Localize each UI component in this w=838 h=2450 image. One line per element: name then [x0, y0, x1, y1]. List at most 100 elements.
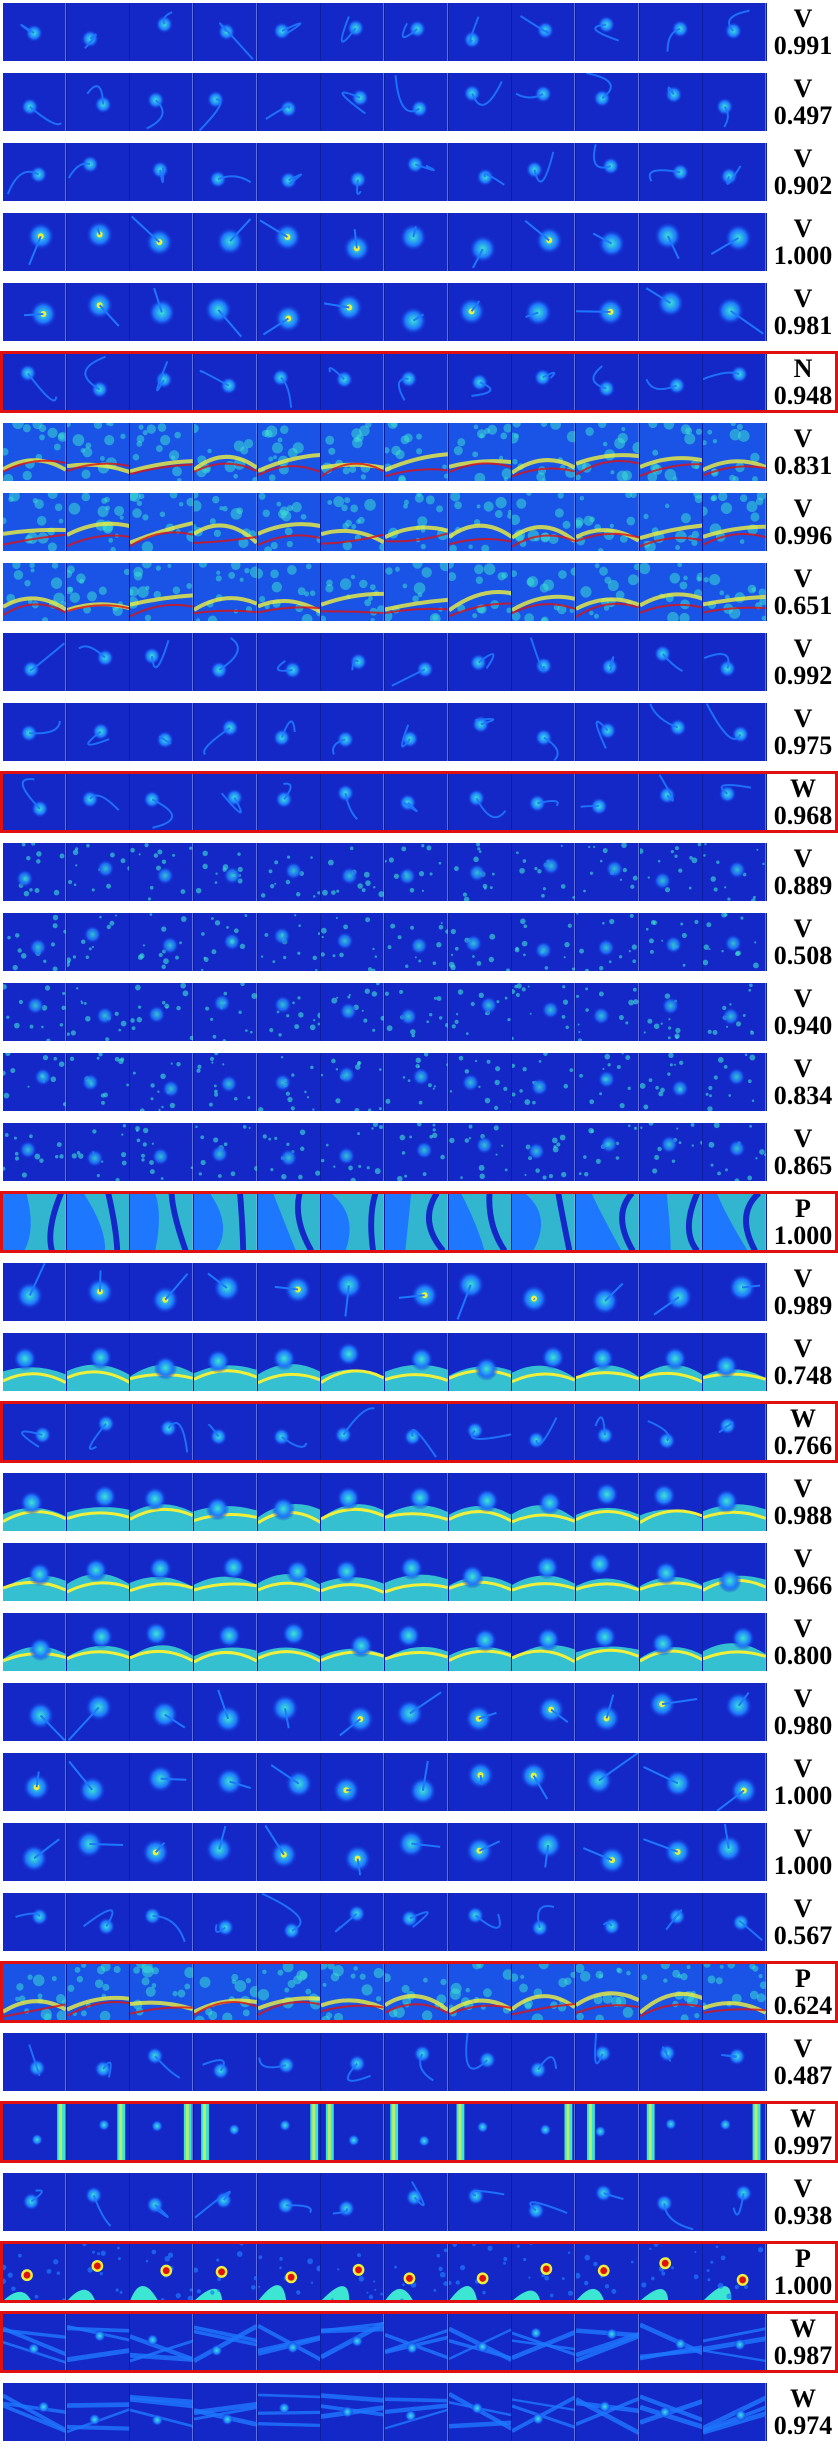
class-label: P [795, 1194, 811, 1223]
image-patch [448, 1753, 513, 1811]
class-label: V [793, 1614, 813, 1643]
class-label: V [793, 2174, 813, 2203]
result-row: N 0.948 [0, 351, 838, 413]
image-patch [703, 703, 768, 761]
result-row: V 0.975 [0, 701, 838, 763]
image-patch [66, 1333, 131, 1391]
image-patch [257, 1403, 322, 1461]
image-patch [257, 773, 322, 831]
image-patch [448, 843, 513, 901]
image-patch [130, 2313, 195, 2371]
result-row: V 0.992 [0, 631, 838, 693]
score-label: 1.000 [773, 1851, 833, 1880]
image-patch [130, 703, 195, 761]
image-patch [66, 283, 131, 341]
row-label: V 0.567 [770, 1891, 836, 1953]
image-patch [512, 353, 577, 411]
image-patch [257, 353, 322, 411]
row-label: W 0.766 [770, 1401, 836, 1463]
image-patch [194, 73, 258, 131]
class-label: W [790, 2314, 816, 2343]
image-patch [321, 1893, 386, 1951]
patch-strip [3, 283, 768, 341]
image-patch [639, 1193, 704, 1251]
patch-strip [3, 423, 768, 481]
score-label: 0.766 [773, 1431, 833, 1460]
image-patch [448, 1963, 513, 2021]
image-patch [448, 2033, 513, 2091]
image-patch [130, 493, 195, 551]
image-patch [130, 1193, 195, 1251]
image-patch [3, 1473, 67, 1531]
class-label: V [793, 1264, 813, 1293]
image-patch [576, 2383, 640, 2441]
image-patch [3, 423, 67, 481]
image-patch [576, 1613, 640, 1671]
image-patch [385, 353, 449, 411]
image-patch [194, 2313, 258, 2371]
image-patch [257, 1333, 322, 1391]
score-label: 0.831 [773, 451, 833, 480]
score-label: 0.800 [773, 1641, 833, 1670]
image-patch [703, 1893, 768, 1951]
image-patch [448, 633, 513, 691]
image-patch [130, 73, 195, 131]
image-patch [66, 1403, 131, 1461]
result-row: V 0.487 [0, 2031, 838, 2093]
image-patch [66, 353, 131, 411]
image-patch [385, 1543, 449, 1601]
image-patch [385, 913, 449, 971]
result-row: V 0.938 [0, 2171, 838, 2233]
image-patch [448, 913, 513, 971]
image-patch [321, 2383, 386, 2441]
image-patch [321, 2173, 386, 2231]
patch-strip [3, 1963, 768, 2021]
image-patch [576, 983, 640, 1041]
image-patch [512, 1403, 577, 1461]
image-patch [130, 2173, 195, 2231]
image-patch [257, 2313, 322, 2371]
class-label: V [793, 2034, 813, 2063]
class-label: V [793, 1754, 813, 1783]
image-patch [3, 843, 67, 901]
row-label: P 1.000 [770, 1191, 836, 1253]
class-label: P [795, 1964, 811, 1993]
image-patch [576, 2103, 640, 2161]
row-label: W 0.987 [770, 2311, 836, 2373]
image-patch [703, 283, 768, 341]
image-patch [194, 2173, 258, 2231]
image-patch [66, 1753, 131, 1811]
image-patch [576, 1893, 640, 1951]
image-patch [512, 773, 577, 831]
image-patch [639, 633, 704, 691]
image-patch [257, 1753, 322, 1811]
class-label: W [790, 2104, 816, 2133]
row-label: V 0.834 [770, 1051, 836, 1113]
image-patch [385, 633, 449, 691]
image-patch [66, 2033, 131, 2091]
score-label: 0.902 [773, 171, 833, 200]
image-patch [448, 423, 513, 481]
image-patch [576, 3, 640, 61]
image-patch [66, 913, 131, 971]
class-label: V [793, 914, 813, 943]
image-patch [321, 1543, 386, 1601]
row-label: V 0.800 [770, 1611, 836, 1673]
image-patch [3, 2173, 67, 2231]
image-patch [639, 2383, 704, 2441]
image-patch [3, 2103, 67, 2161]
image-patch [448, 1263, 513, 1321]
result-row: V 1.000 [0, 1751, 838, 1813]
image-patch [703, 1823, 768, 1881]
image-patch [194, 353, 258, 411]
image-patch [385, 1403, 449, 1461]
image-patch [703, 2103, 768, 2161]
image-patch [257, 1543, 322, 1601]
row-label: V 0.966 [770, 1541, 836, 1603]
image-patch [639, 1053, 704, 1111]
image-patch [257, 983, 322, 1041]
image-patch [512, 1613, 577, 1671]
image-patch [257, 213, 322, 271]
result-row: P 1.000 [0, 1191, 838, 1253]
row-label: V 0.989 [770, 1261, 836, 1323]
